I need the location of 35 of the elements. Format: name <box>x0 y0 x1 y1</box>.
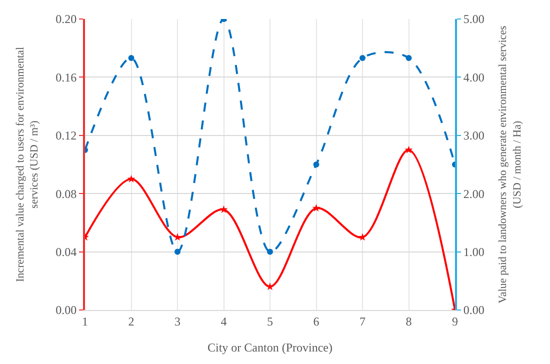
y-tick-label: 0.20 <box>56 12 77 26</box>
point <box>404 146 413 154</box>
y2-tick-label: 2.00 <box>463 186 484 201</box>
point <box>267 248 273 255</box>
x-tick-label: 2 <box>128 314 134 328</box>
x-tick-label: 3 <box>174 314 180 328</box>
point <box>360 54 366 61</box>
x-tick-label: 4 <box>220 314 227 328</box>
y2-tick-label: 4.00 <box>463 70 484 84</box>
y-tick-label: 0.04 <box>56 245 77 259</box>
x-tick-label: 6 <box>313 314 320 328</box>
y2-axis-title: Value paid to landowners who generate environmental services (USD / month / Ha) <box>497 26 524 304</box>
y2-tick-label: 3.00 <box>463 128 484 143</box>
y2-tick-label: 5.00 <box>463 12 484 26</box>
x-tick-label: 9 <box>452 314 458 328</box>
x-tick-label: 7 <box>360 314 366 328</box>
x-tick-label: 5 <box>267 314 273 328</box>
x-tick-label: 1 <box>82 314 88 328</box>
x-axis-title: City or Canton (Province) <box>208 340 332 354</box>
y-tick-label: 0.16 <box>56 70 77 84</box>
point <box>406 54 412 61</box>
y-tick-label: 0.00 <box>56 303 77 318</box>
point <box>313 162 320 168</box>
x-tick-label: 8 <box>406 314 412 328</box>
point <box>127 174 136 182</box>
y-tick-label: 0.08 <box>56 186 77 201</box>
point <box>220 205 228 214</box>
y2-tick-label: 1.00 <box>463 245 484 259</box>
point <box>128 54 134 61</box>
point <box>358 233 366 241</box>
point <box>174 248 180 255</box>
y2-tick-label: 0.00 <box>463 303 484 318</box>
y-axis-title: Incremental value charged to users for environmental services (USD / m³) <box>14 47 41 282</box>
point <box>312 204 320 212</box>
y-tick-label: 0.12 <box>56 128 77 143</box>
